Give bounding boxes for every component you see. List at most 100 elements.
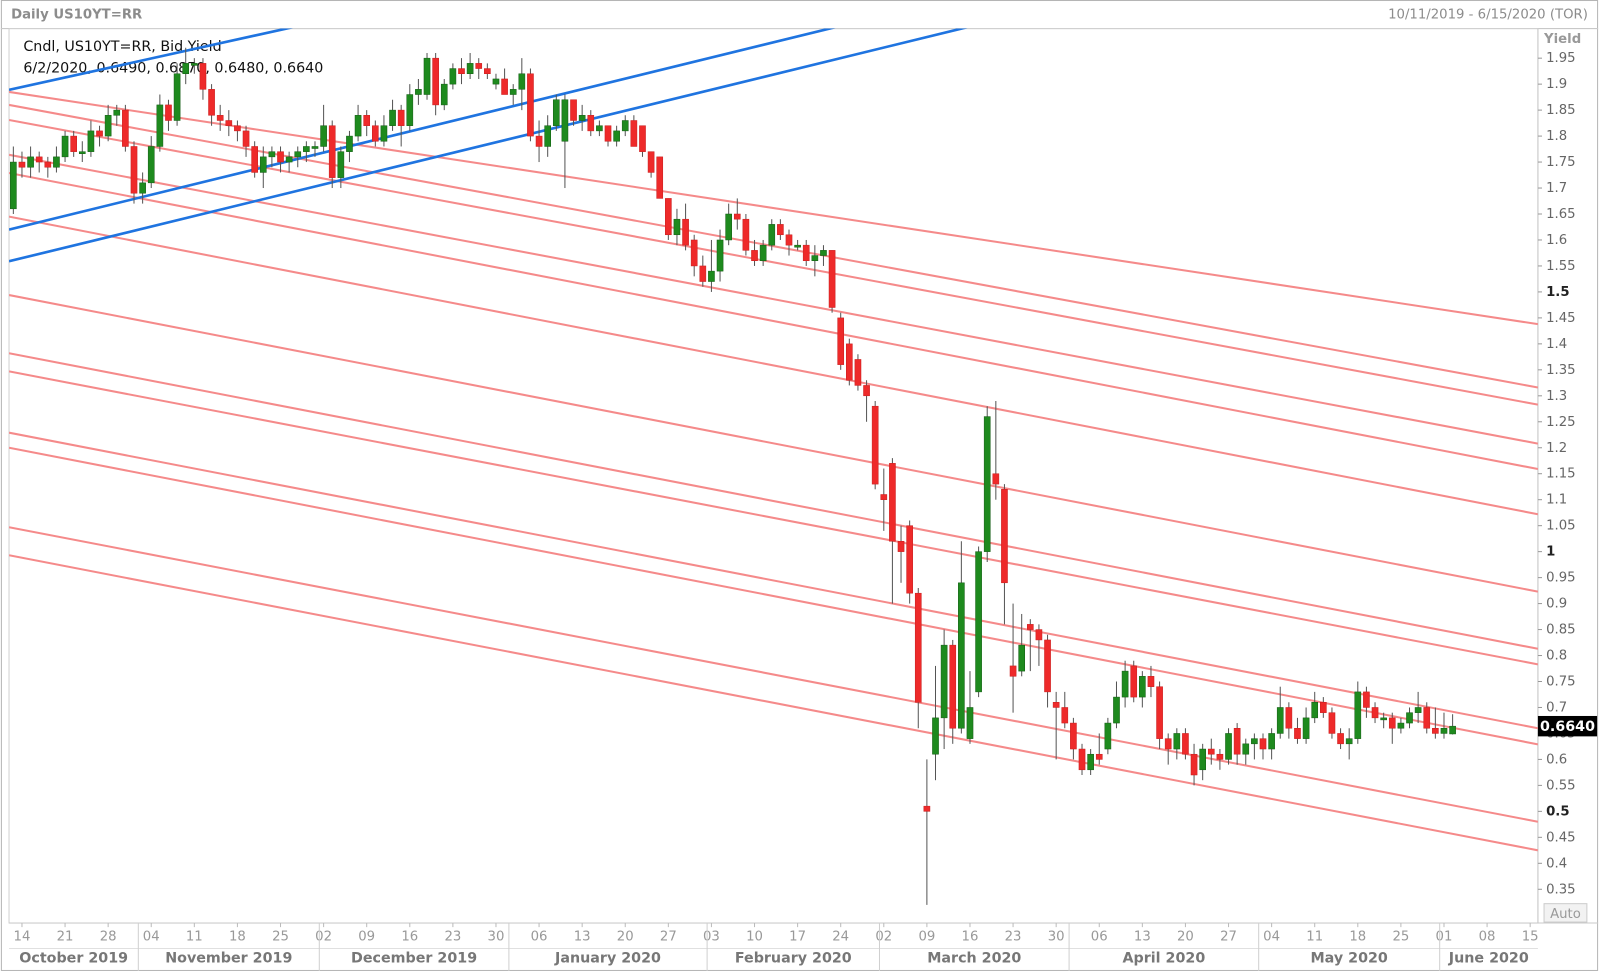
candle-body: [802, 244, 810, 262]
x-tick-label: 18: [1349, 929, 1366, 944]
y-tick-label: 0.75: [1546, 675, 1576, 690]
candle-body: [87, 130, 95, 152]
x-tick-label: 27: [1220, 929, 1237, 944]
candle-body: [932, 717, 939, 755]
x-tick-label: 02: [315, 929, 332, 944]
x-tick-label: 04: [1263, 929, 1280, 944]
candle-body: [587, 115, 595, 132]
candle-body: [708, 270, 715, 282]
candle-body: [889, 463, 896, 542]
x-tick-label: 17: [789, 929, 806, 944]
candle-body: [70, 135, 77, 152]
candle-body: [1423, 707, 1431, 729]
candle-body: [199, 63, 207, 90]
candle-body: [949, 644, 957, 729]
candle-body: [1449, 725, 1456, 735]
candle-body: [811, 255, 819, 262]
candle-body: [897, 540, 905, 552]
y-tick-label: 1.8: [1546, 129, 1567, 144]
y-tick-label: 0.6: [1546, 752, 1567, 767]
candle-body: [1406, 712, 1413, 724]
candle-body: [527, 73, 534, 137]
y-tick-label: 1.5: [1546, 285, 1569, 300]
candle-body: [1440, 727, 1448, 734]
candle-body: [1216, 753, 1224, 760]
candle-body: [242, 130, 250, 147]
y-tick-label: 1.45: [1546, 311, 1576, 326]
candle-body: [535, 135, 543, 147]
y-tick-label: 0.4: [1546, 856, 1567, 871]
candle-body: [1345, 738, 1353, 745]
candle-body: [570, 99, 577, 121]
month-label: April 2020: [1123, 951, 1206, 967]
y-tick-label: 1.15: [1546, 467, 1576, 482]
plot: [9, 28, 1538, 905]
candle-body: [1009, 665, 1017, 677]
candle-body: [475, 63, 483, 69]
candle-body: [1311, 702, 1319, 719]
y-tick-label: 1: [1546, 545, 1555, 560]
candle-body: [130, 146, 138, 194]
candle-body: [1432, 727, 1439, 734]
candle-body: [733, 213, 741, 220]
candle-body: [966, 707, 974, 739]
candle-body: [1061, 707, 1069, 724]
trend-line: [9, 28, 293, 92]
candle-body: [285, 156, 293, 163]
candle-body: [665, 198, 672, 236]
candle-body: [880, 494, 888, 500]
candle-body: [1337, 733, 1344, 745]
x-tick-label: 24: [832, 929, 849, 944]
candle-body: [837, 317, 845, 365]
candle-body: [389, 109, 396, 126]
trend-line: [9, 554, 1538, 852]
date-range: 10/11/2019 - 6/15/2020 (TOR): [1388, 7, 1588, 22]
candle-body: [432, 57, 439, 106]
trend-line: [9, 153, 1538, 445]
y-tick-label: 0.5: [1546, 804, 1569, 819]
candle-body: [673, 218, 681, 236]
candle-body: [35, 156, 43, 163]
x-tick-label: 08: [1479, 929, 1496, 944]
candle-body: [423, 57, 431, 95]
candle-body: [113, 109, 121, 116]
candle-body: [501, 78, 508, 95]
candle-body: [208, 89, 215, 116]
candle-body: [1087, 753, 1094, 771]
month-label: November 2019: [165, 951, 292, 967]
candle-body: [914, 592, 922, 703]
candle-body: [906, 525, 913, 594]
candle-body: [173, 73, 181, 121]
trend-line: [9, 370, 1538, 666]
candle-body: [397, 109, 405, 126]
x-tick-label: 03: [703, 929, 720, 944]
candle-body: [1173, 733, 1181, 750]
candle-body: [759, 244, 767, 262]
scale-mode[interactable]: Auto: [1550, 907, 1581, 922]
candle-body: [983, 416, 991, 552]
y-tick-label: 0.95: [1546, 571, 1576, 586]
candle-body: [415, 89, 422, 95]
candle-body: [596, 125, 603, 132]
candle-body: [1199, 748, 1206, 771]
candle-body: [294, 151, 302, 158]
y-tick-label: 1.35: [1546, 363, 1576, 378]
x-tick-label: 21: [57, 929, 74, 944]
trend-line: [9, 215, 1538, 516]
y-tick-label: 1.4: [1546, 337, 1567, 352]
candle-body: [122, 109, 129, 147]
candle-body: [630, 120, 638, 147]
scale-mode-button[interactable]: [1543, 903, 1588, 923]
candle-body: [1139, 676, 1146, 698]
y-tick-label: 0.7: [1546, 700, 1567, 715]
legend-values: 6/2/2020, 0.6490, 0.6870, 0.6480, 0.6640: [23, 60, 323, 76]
candle-body: [751, 250, 758, 262]
candle-body: [1035, 629, 1043, 641]
candle-body: [484, 68, 491, 75]
candle-body: [1156, 686, 1163, 739]
month-label: February 2020: [735, 951, 852, 967]
month-label: June 2020: [1448, 951, 1529, 967]
